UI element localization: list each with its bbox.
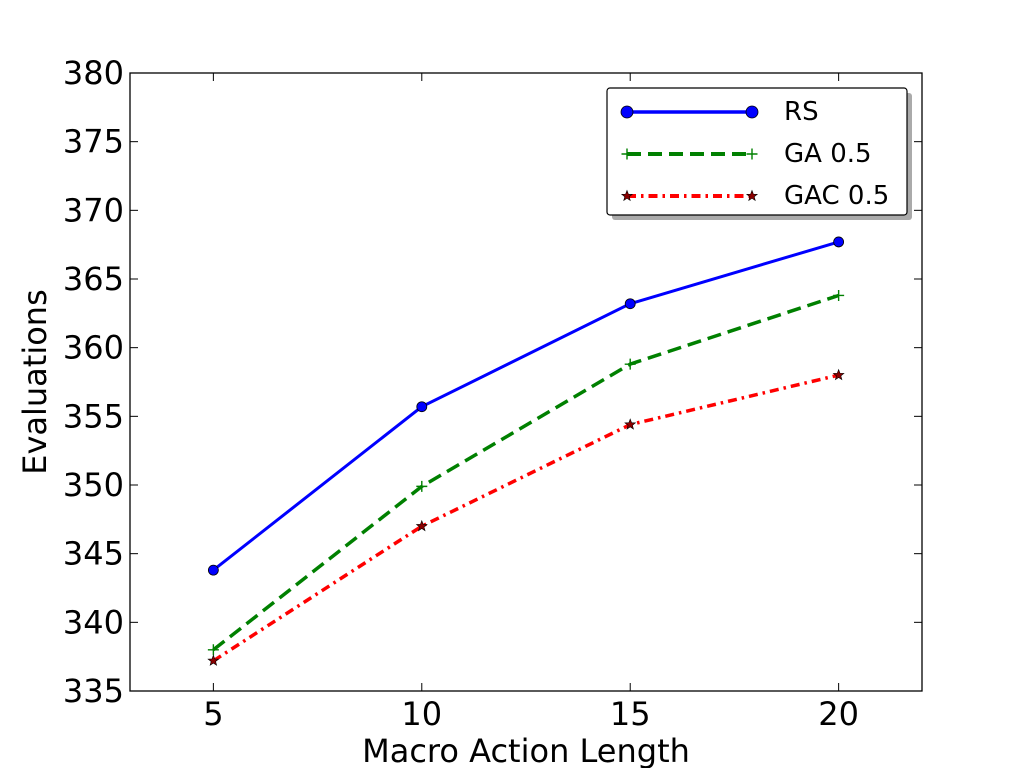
legend-box	[606, 87, 908, 216]
legend-label: RS	[784, 97, 819, 127]
y-tick-label: 335	[63, 672, 124, 710]
y-tick-label: 345	[63, 535, 124, 573]
data-point	[207, 644, 219, 656]
legend: RS GA 0.5 GAC 0.5	[606, 87, 912, 220]
y-tick-label: 375	[63, 123, 124, 161]
series-1	[207, 236, 845, 576]
data-point	[833, 236, 845, 248]
legend-label: GA 0.5	[784, 139, 872, 169]
legend-marker	[745, 189, 759, 202]
y-tick-label: 355	[63, 397, 124, 435]
legend-label: GAC 0.5	[784, 181, 889, 211]
data-point	[207, 564, 219, 576]
data-point	[624, 358, 636, 370]
y-tick-label: 370	[63, 191, 124, 229]
legend-marker	[620, 189, 634, 202]
legend-marker	[620, 105, 634, 119]
series-3	[207, 368, 845, 666]
legend-marker	[746, 148, 758, 160]
y-axis-label: Evaluations	[16, 289, 54, 475]
series-2	[207, 289, 845, 656]
x-tick-label: 10	[401, 695, 442, 733]
y-tick-label: 365	[63, 260, 124, 298]
data-point	[624, 418, 637, 430]
plot-frame	[129, 72, 923, 692]
series-line	[212, 240, 840, 572]
x-tick-label: 5	[203, 695, 223, 733]
axes-layer: 335 340 345 350 355 360 365 370 375 380 5 10 15 20	[63, 54, 922, 733]
data-point	[207, 654, 220, 666]
series-layer	[207, 236, 845, 666]
data-point	[624, 298, 636, 310]
x-tick-label: 15	[610, 695, 651, 733]
data-point	[416, 401, 428, 413]
y-tick-label: 340	[63, 603, 124, 641]
legend-marker	[745, 105, 759, 119]
x-axis-label: Macro Action Length	[362, 732, 690, 768]
data-point	[416, 480, 428, 492]
y-tick-label: 380	[63, 54, 124, 92]
data-point	[833, 289, 845, 301]
y-tick-label: 350	[63, 466, 124, 504]
x-tick-label: 20	[818, 695, 859, 733]
series-line	[212, 293, 840, 652]
legend-marker	[621, 148, 633, 160]
series-line	[212, 373, 840, 663]
y-tick-label: 360	[63, 329, 124, 367]
data-point	[832, 368, 845, 381]
data-point	[415, 519, 428, 532]
